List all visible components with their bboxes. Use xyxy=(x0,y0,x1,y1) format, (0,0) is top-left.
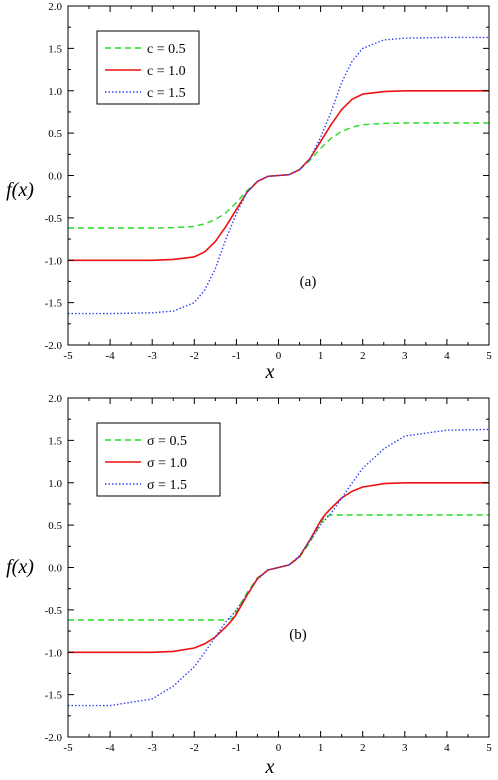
y-tick-label: 0.5 xyxy=(48,128,62,140)
legend-entry: c = 1.5 xyxy=(147,86,186,101)
x-tick-label: -4 xyxy=(106,742,116,754)
x-tick-label: 5 xyxy=(486,350,492,362)
y-tick-label: 0.5 xyxy=(48,520,62,532)
y-tick-label: -1.0 xyxy=(45,647,63,659)
x-tick-label: -3 xyxy=(148,350,158,362)
x-axis-label: x xyxy=(265,361,275,383)
y-tick-label: 0.0 xyxy=(48,563,62,575)
y-tick-label: 2.0 xyxy=(48,393,62,405)
y-axis-label: f(x) xyxy=(6,556,34,578)
y-tick-label: -1.5 xyxy=(45,298,63,310)
x-tick-label: 0 xyxy=(276,350,282,362)
x-tick-label: 5 xyxy=(486,742,492,754)
x-tick-label: 3 xyxy=(402,742,408,754)
x-axis-label: x xyxy=(265,756,275,778)
legend-box xyxy=(96,422,221,497)
x-tick-label: 1 xyxy=(318,350,324,362)
x-tick-label: 1 xyxy=(318,742,324,754)
legend-entry: σ = 1.0 xyxy=(147,456,187,471)
x-tick-label: -2 xyxy=(190,350,199,362)
x-tick-label: 4 xyxy=(444,742,450,754)
x-tick-label: 2 xyxy=(360,350,366,362)
y-tick-label: 2.0 xyxy=(48,1,62,13)
x-tick-label: -1 xyxy=(232,742,241,754)
y-tick-label: 1.5 xyxy=(48,435,62,447)
y-tick-label: -0.5 xyxy=(45,213,63,225)
x-tick-label: -5 xyxy=(63,742,73,754)
y-tick-label: 0.0 xyxy=(48,171,62,183)
legend: σ = 0.5 σ = 1.0 σ = 1.5 xyxy=(96,422,221,497)
series-line xyxy=(68,428,490,707)
x-tick-label: 0 xyxy=(276,742,282,754)
legend: c = 0.5 c = 1.0 c = 1.5 xyxy=(96,30,200,105)
chart-panel-a: -5 -4 -3 -2 -1 0 1 2 3 4 5 -2.0 -1.5 -1.0 -0.5 0.0 0.5 1.… xyxy=(6,1,492,383)
y-tick-label: 1.0 xyxy=(48,478,62,490)
legend-entry: c = 0.5 xyxy=(147,42,186,57)
y-tick-label: -1.0 xyxy=(45,255,63,267)
y-tick-label: -0.5 xyxy=(45,605,63,617)
panel-label: (b) xyxy=(289,627,307,643)
x-tick-label: -4 xyxy=(106,350,116,362)
legend-entry: c = 1.0 xyxy=(147,64,186,79)
y-tick-label: 1.0 xyxy=(48,86,62,98)
panel-label: (a) xyxy=(300,274,317,290)
x-tick-label: 3 xyxy=(402,350,408,362)
y-tick-label: -2.0 xyxy=(45,340,63,352)
legend-entry: σ = 0.5 xyxy=(147,434,187,449)
y-tick-label: -1.5 xyxy=(45,690,63,702)
series-line xyxy=(68,514,489,621)
x-tick-label: 2 xyxy=(360,742,366,754)
series-line xyxy=(68,36,489,315)
x-tick-label: 4 xyxy=(444,350,450,362)
x-tick-label: -3 xyxy=(148,742,158,754)
y-tick-label: -2.0 xyxy=(45,732,63,744)
x-tick-label: -2 xyxy=(190,742,199,754)
x-tick-label: -1 xyxy=(232,350,241,362)
x-tick-label: -5 xyxy=(63,350,73,362)
legend-box xyxy=(96,30,200,105)
legend-entry: σ = 1.5 xyxy=(147,478,187,493)
chart-panel-b: -5 -4 -3 -2 -1 0 1 2 3 4 5 -2.0 -1.5 -1.0 -0.5 0.0 0.5 1.… xyxy=(6,393,492,778)
y-axis-label: f(x) xyxy=(6,179,34,201)
y-tick-label: 1.5 xyxy=(48,43,62,55)
